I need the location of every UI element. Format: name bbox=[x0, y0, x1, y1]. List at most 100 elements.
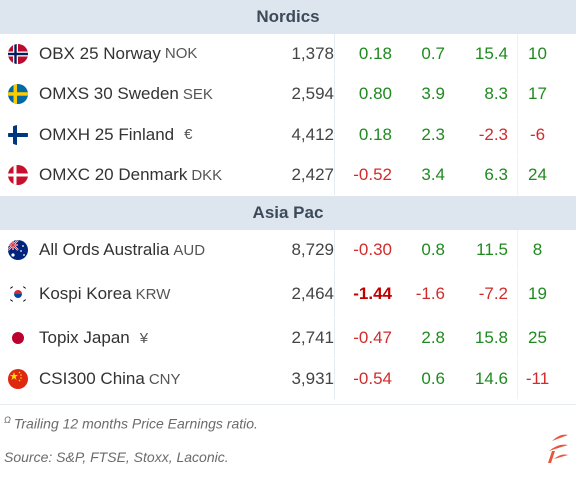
ytd-change: 6.3 bbox=[484, 165, 508, 185]
divider bbox=[517, 359, 518, 399]
index-level: 2,464 bbox=[280, 271, 335, 317]
index-name: Kospi Korea bbox=[39, 284, 132, 303]
table-row: All Ords Australia AUD 8,729 -0.30 0.8 1… bbox=[0, 230, 576, 271]
sweden-flag-icon bbox=[8, 84, 28, 105]
week-change: 0.7 bbox=[421, 43, 445, 63]
index-level: 8,729 bbox=[280, 230, 335, 270]
pe-ratio: -6 bbox=[529, 124, 546, 144]
asia-pac-table: All Ords Australia AUD 8,729 -0.30 0.8 1… bbox=[0, 230, 576, 400]
currency-code: € bbox=[184, 126, 193, 144]
pe-ratio: 8 bbox=[532, 240, 543, 259]
ytd-change: 14.6 bbox=[474, 369, 508, 388]
source-note: Source: S&P, FTSE, Stoxx, Laconic. bbox=[4, 449, 229, 465]
divider bbox=[517, 318, 518, 358]
table-row: OMXH 25 Finland € 4,412 0.18 2.3 -2.3 -6 bbox=[0, 115, 576, 156]
divider bbox=[517, 230, 518, 270]
index-name-cell: Topix Japan ¥ bbox=[0, 318, 280, 358]
index-name: All Ords Australia bbox=[39, 240, 170, 259]
index-level: 2,741 bbox=[280, 318, 335, 358]
index-level: 1,378 bbox=[280, 34, 335, 74]
index-level: 2,427 bbox=[280, 155, 335, 195]
index-name-cell: OMXC 20 Denmark DKK bbox=[0, 156, 280, 196]
footnote-text: Trailing 12 months Price Earnings ratio. bbox=[13, 415, 258, 432]
day-change: -0.52 bbox=[353, 165, 392, 185]
brand-logo-icon bbox=[546, 431, 570, 467]
day-change: -0.47 bbox=[353, 328, 392, 347]
pe-ratio: -11 bbox=[525, 369, 550, 388]
index-name: OBX 25 Norway bbox=[39, 43, 161, 63]
section-title: Nordics bbox=[256, 7, 320, 26]
day-change: 0.18 bbox=[358, 43, 392, 63]
index-level: 3,931 bbox=[280, 359, 335, 399]
index-name-cell: OMXH 25 Finland € bbox=[0, 115, 280, 155]
australia-flag-icon bbox=[8, 240, 28, 260]
index-level: 2,594 bbox=[280, 74, 335, 114]
index-name-cell: All Ords Australia AUD bbox=[0, 230, 280, 270]
pe-ratio: 17 bbox=[528, 84, 547, 104]
currency-code: NOK bbox=[164, 45, 198, 63]
index-name: OMXC 20 Denmark bbox=[39, 165, 188, 185]
nordics-table: OBX 25 Norway NOK 1,378 0.18 0.7 15.4 10… bbox=[0, 34, 576, 196]
index-name-cell: Kospi Korea KRW bbox=[0, 271, 280, 317]
china-flag-icon bbox=[8, 369, 28, 389]
ytd-change: 11.5 bbox=[476, 240, 508, 259]
day-change: -0.30 bbox=[353, 240, 392, 259]
divider bbox=[517, 271, 518, 317]
currency-code: AUD bbox=[173, 241, 206, 259]
ytd-change: 15.8 bbox=[474, 328, 508, 347]
table-row: OMXC 20 Denmark DKK 2,427 -0.52 3.4 6.3 … bbox=[0, 155, 576, 196]
day-change: -1.44 bbox=[353, 284, 392, 303]
ytd-change: -7.2 bbox=[478, 284, 508, 303]
table-row: CSI300 China CNY 3,931 -0.54 0.6 14.6 -1… bbox=[0, 359, 576, 400]
week-change: 3.4 bbox=[421, 165, 445, 185]
table-row: Kospi Korea KRW 2,464 -1.44 -1.6 -7.2 19 bbox=[0, 271, 576, 318]
index-name: CSI300 China bbox=[39, 369, 145, 388]
day-change: 0.80 bbox=[358, 84, 392, 104]
week-change: 2.8 bbox=[421, 328, 445, 347]
ytd-change: -2.3 bbox=[478, 124, 508, 144]
table-row: Topix Japan ¥ 2,741 -0.47 2.8 15.8 25 bbox=[0, 318, 576, 359]
pe-ratio: 24 bbox=[528, 165, 547, 185]
pe-ratio: 25 bbox=[528, 328, 547, 347]
divider bbox=[517, 74, 518, 114]
section-header-asia-pac: Asia Pac bbox=[0, 196, 576, 230]
week-change: -1.6 bbox=[415, 284, 445, 303]
ytd-change: 15.4 bbox=[474, 43, 508, 63]
table-footer: Ω Trailing 12 months Price Earnings ratio… bbox=[0, 404, 576, 477]
currency-code: DKK bbox=[191, 166, 223, 184]
pe-ratio: 10 bbox=[528, 43, 547, 63]
section-header-nordics: Nordics bbox=[0, 0, 576, 34]
index-name-cell: CSI300 China CNY bbox=[0, 359, 280, 399]
table-row: OMXS 30 Sweden SEK 2,594 0.80 3.9 8.3 17 bbox=[0, 74, 576, 115]
footnote-pe: Ω Trailing 12 months Price Earnings ratio… bbox=[4, 415, 258, 432]
divider bbox=[517, 115, 518, 155]
norway-flag-icon bbox=[8, 43, 28, 64]
section-title: Asia Pac bbox=[252, 203, 324, 222]
currency-code: CNY bbox=[148, 370, 181, 388]
footnote-marker: Ω bbox=[4, 415, 11, 425]
week-change: 0.8 bbox=[421, 240, 445, 259]
currency-code: ¥ bbox=[139, 329, 149, 347]
korea-flag-icon bbox=[8, 284, 28, 304]
index-name: OMXS 30 Sweden bbox=[39, 84, 179, 104]
divider bbox=[517, 155, 518, 195]
pe-ratio: 19 bbox=[528, 284, 547, 303]
index-name: OMXH 25 Finland bbox=[39, 124, 175, 144]
currency-code: SEK bbox=[182, 85, 213, 103]
week-change: 2.3 bbox=[421, 124, 445, 144]
japan-flag-icon bbox=[8, 328, 28, 348]
index-name-cell: OBX 25 Norway NOK bbox=[0, 34, 280, 74]
divider bbox=[517, 34, 518, 74]
index-name-cell: OMXS 30 Sweden SEK bbox=[0, 75, 280, 115]
index-name: Topix Japan bbox=[39, 328, 130, 347]
week-change: 3.9 bbox=[421, 84, 445, 104]
ytd-change: 8.3 bbox=[484, 84, 508, 104]
day-change: -0.54 bbox=[353, 369, 392, 388]
currency-code: KRW bbox=[135, 285, 171, 303]
index-level: 4,412 bbox=[280, 115, 335, 155]
day-change: 0.18 bbox=[358, 124, 392, 144]
table-row: OBX 25 Norway NOK 1,378 0.18 0.7 15.4 10 bbox=[0, 34, 576, 75]
finland-flag-icon bbox=[8, 124, 28, 145]
week-change: 0.6 bbox=[421, 369, 445, 388]
denmark-flag-icon bbox=[8, 165, 28, 186]
